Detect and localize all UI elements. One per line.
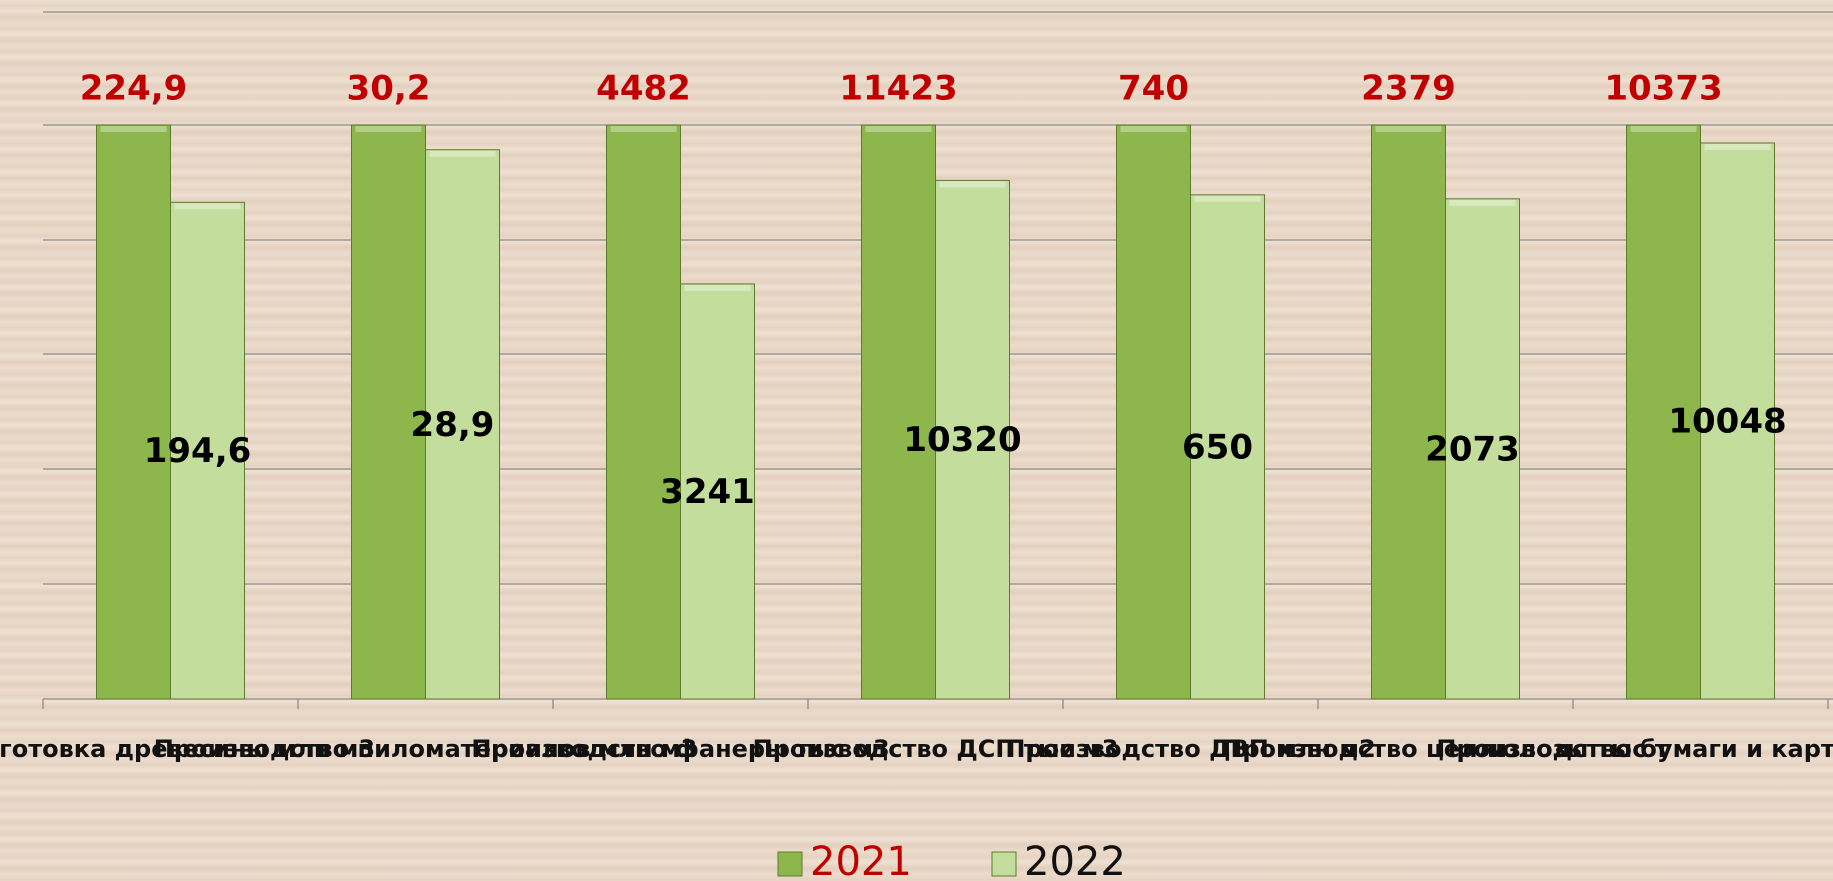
- bar: [680, 283, 755, 700]
- value-label: 2379: [1361, 69, 1456, 109]
- bar-highlight: [939, 181, 1006, 188]
- bar-highlight: [1120, 126, 1187, 132]
- legend-swatch: [777, 851, 803, 877]
- bar: [1445, 198, 1520, 700]
- bar: [1190, 194, 1265, 700]
- bar: [1626, 124, 1701, 700]
- bar: [96, 124, 171, 700]
- value-label: 740: [1118, 69, 1189, 109]
- x-tick-label: Производство пиломатериалов млн м3: [154, 735, 697, 763]
- value-label: 3241: [660, 472, 755, 512]
- value-label: 10320: [903, 420, 1021, 460]
- value-label: 650: [1182, 427, 1253, 467]
- bar: [425, 149, 500, 700]
- value-label: 2073: [1425, 429, 1520, 469]
- bar-highlight: [684, 284, 751, 291]
- bar: [606, 124, 681, 700]
- value-label: 4482: [596, 69, 691, 109]
- bar: [1116, 124, 1191, 700]
- bar-highlight: [429, 150, 496, 157]
- value-label: 28,9: [411, 405, 495, 445]
- x-tick-label: Производство бумаги и картона тыс т: [1436, 735, 1833, 763]
- bar-highlight: [610, 126, 677, 132]
- x-tick-label: Производство ДВП млн м2: [1005, 735, 1375, 763]
- value-label: 10048: [1668, 401, 1786, 441]
- x-tick-label: Заготовка древесины млн м3: [0, 735, 375, 763]
- bar-highlight: [865, 126, 932, 132]
- legend-label: 2021: [810, 839, 912, 881]
- bar-highlight: [1630, 126, 1697, 132]
- bar-highlight: [1375, 126, 1442, 132]
- bar: [1371, 124, 1446, 700]
- bar: [935, 179, 1010, 700]
- bar-highlight: [355, 126, 422, 132]
- bar: [1700, 142, 1775, 700]
- bar-highlight: [100, 126, 167, 132]
- bar-highlight: [1704, 143, 1771, 150]
- legend-swatch: [991, 851, 1017, 877]
- bar: [861, 124, 936, 700]
- value-label: 194,6: [144, 431, 252, 471]
- value-label: 11423: [839, 69, 957, 109]
- bar: [170, 201, 245, 700]
- bar-highlight: [1194, 195, 1261, 202]
- x-tick-label: Производство ДСП тыс м3: [753, 735, 1119, 763]
- value-label: 30,2: [347, 69, 431, 109]
- bar-highlight: [1449, 199, 1516, 206]
- x-tick-label: Производство целлюлозы тыс т: [1222, 735, 1669, 763]
- x-tick-label: Производство фанеры тыс м3: [471, 735, 889, 763]
- legend-label: 2022: [1024, 839, 1126, 881]
- bar-highlight: [174, 203, 241, 210]
- value-label: 224,9: [80, 69, 188, 109]
- bar: [351, 124, 426, 700]
- value-label: 10373: [1604, 69, 1722, 109]
